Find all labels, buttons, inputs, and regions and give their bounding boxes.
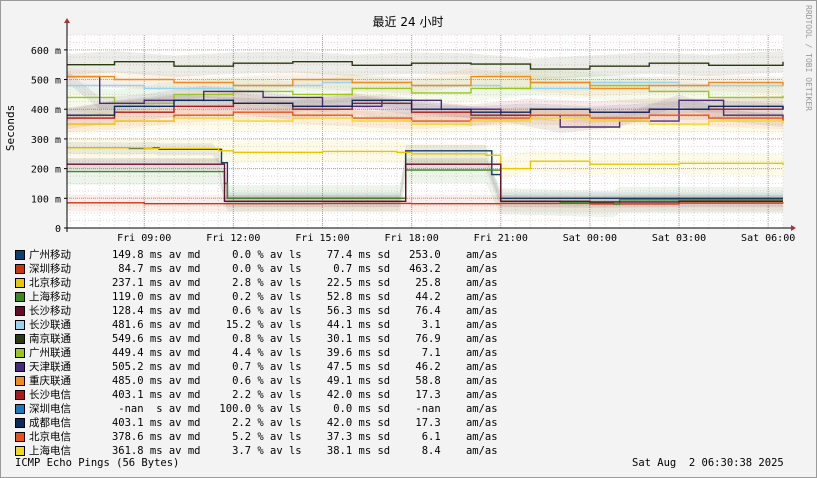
series-line-15 [67,117,784,125]
legend-series-name: 天津联通 [29,361,71,373]
series-line-13 [67,99,784,116]
legend-series-name: 深圳移动 [29,263,71,275]
legend-stats: 84.7 ms av md 0.0 % av ls 0.7 ms sd 463.… [93,263,498,275]
legend-swatch [15,446,25,456]
smoke-band-10 [67,68,783,97]
y-tick-label: 200 m [31,165,61,176]
series-line-10 [67,75,784,90]
y-tick-label: 600 m [31,46,61,57]
legend-stats: 378.6 ms av md 5.2 % av ls 37.3 ms sd 6.… [93,431,498,443]
x-tick-labels: Fri 09:00 Fri 12:00 Fri 15:00 Fri 18:00 Fri … [117,233,795,244]
legend-series-name: 长沙联通 [29,319,71,331]
legend-series-name: 北京电信 [29,431,71,443]
legend-series-name: 重庆联通 [29,375,71,387]
legend-swatch [15,264,25,274]
legend-series-name: 南京联通 [29,333,71,345]
series-line-8 [67,81,784,104]
legend-stats: 149.8 ms av md 0.0 % av ls 77.4 ms sd 25… [93,249,498,261]
series-line-7 [67,61,784,70]
legend-stats: 237.1 ms av md 2.8 % av ls 22.5 ms sd 25… [93,277,498,289]
x-tick-label: Fri 15:00 [295,233,349,244]
y-axis-label: Seconds [4,105,17,151]
legend-swatch [15,250,25,260]
smoke-band-3 [67,137,783,180]
legend-swatch [15,390,25,400]
smoke-band-9 [67,70,783,133]
y-tick-labels: 0 100 m 200 m 300 m 400 m 500 m 600 m [31,46,67,235]
legend-stats: 505.2 ms av md 0.7 % av ls 47.5 ms sd 46… [93,361,498,373]
y-tick-label: 300 m [31,135,61,146]
legend-series-name: 长沙电信 [29,389,71,401]
legend-swatch [15,334,25,344]
x-axis-arrow [791,225,796,231]
x-tick-label: Sat 03:00 [652,233,706,244]
legend-swatch [15,432,25,442]
legend-series-name: 广州移动 [29,249,71,261]
legend-swatch [15,292,25,302]
legend-stats: 119.0 ms av md 0.2 % av ls 52.8 ms sd 44… [93,291,498,303]
latency-chart: 0 100 m 200 m 300 m 400 m 500 m 600 m Fri 09:0… [4,5,813,244]
legend-series-name: 深圳电信 [29,403,71,415]
smoke-band-14 [67,103,783,133]
y-tick-label: 400 m [31,105,61,116]
series-line-5 [67,163,783,203]
legend-series-name: 上海电信 [29,445,71,457]
legend-stats: 481.6 ms av md 15.2 % av ls 44.1 ms sd 3… [93,319,498,331]
x-tick-label: Fri 09:00 [117,233,171,244]
x-tick-label: Sat 00:00 [563,233,617,244]
legend-swatch [15,278,25,288]
series-line-3 [67,147,784,170]
legend-swatch [15,348,25,358]
smoke-band-7 [67,51,783,80]
legend-swatch [15,320,25,330]
legend-swatch [15,362,25,372]
legend-stats: -nan s av md 100.0 % av ls 0.0 ms sd -na… [93,403,498,415]
legend-series-name: 长沙移动 [29,305,71,317]
footer-timestamp: Sat Aug 2 06:30:38 2025 [632,457,784,469]
legend-stats: 449.4 ms av md 4.4 % av ls 39.6 ms sd 7.… [93,347,498,359]
series-lines [67,61,784,205]
legend-swatch [15,376,25,386]
y-axis-arrow [64,18,70,23]
y-tick-label: 100 m [31,194,61,205]
legend-swatch [15,418,25,428]
y-tick-label: 500 m [31,76,61,87]
smoke-band-11 [67,92,783,129]
legend-series-name: 广州联通 [29,347,71,359]
legend-stats: 361.8 ms av md 3.7 % av ls 38.1 ms sd 8.… [93,445,498,457]
smoke-band-5 [67,158,783,208]
y-tick-label: 0 [55,224,61,235]
legend-stats: 403.1 ms av md 2.2 % av ls 42.0 ms sd 17… [93,389,498,401]
x-tick-label: Fri 21:00 [474,233,528,244]
axes [64,18,796,232]
x-tick-label: Sat 06:00 [741,233,795,244]
legend-stats: 485.0 ms av md 0.6 % av ls 49.1 ms sd 58… [93,375,498,387]
rrdtool-watermark: RRDTOOL / TOBI OETIKER [804,5,813,111]
series-line-9 [67,75,784,128]
legend-series-name: 上海移动 [29,291,71,303]
legend-stats: 549.6 ms av md 0.8 % av ls 30.1 ms sd 76… [93,333,498,345]
legend-stats: 403.1 ms av md 2.2 % av ls 42.0 ms sd 17… [93,417,498,429]
x-tick-label: Fri 18:00 [385,233,439,244]
legend-stats: 128.4 ms av md 0.6 % av ls 56.3 ms sd 76… [93,305,498,317]
smoke-band-13 [67,94,783,122]
legend-series-name: 北京移动 [29,277,71,289]
series-line-2 [67,202,784,205]
x-tick-label: Fri 12:00 [206,233,260,244]
chart-title: 最近 24 小时 [373,15,444,29]
legend-swatch [15,306,25,316]
legend-swatch [15,404,25,414]
footer-probe-info: ICMP Echo Pings (56 Bytes) [15,457,180,469]
legend-series-name: 成都电信 [29,417,71,429]
